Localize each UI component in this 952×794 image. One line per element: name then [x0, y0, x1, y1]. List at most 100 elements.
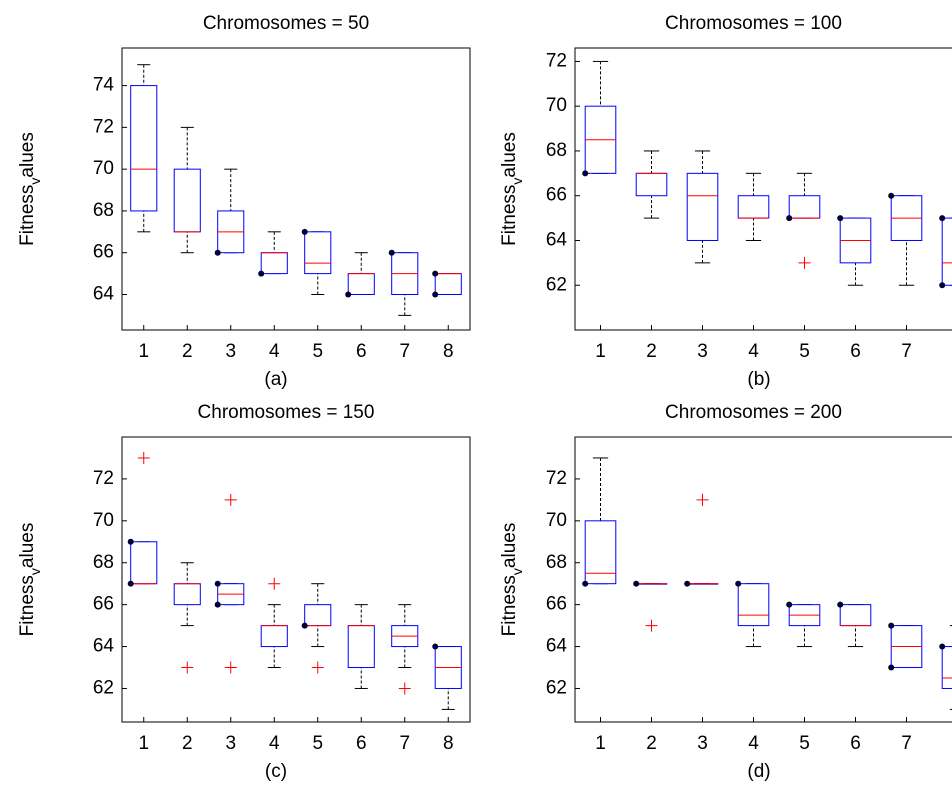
- dot: [939, 282, 946, 289]
- x-tick-label: 8: [443, 733, 454, 754]
- box: [839, 604, 872, 627]
- outlier: [181, 661, 194, 674]
- y-tick-label: 64: [93, 636, 115, 657]
- y-tick-label: 72: [93, 116, 114, 137]
- y-tick-label: 68: [93, 200, 114, 221]
- dot: [301, 228, 308, 235]
- x-tick-label: 3: [697, 341, 708, 362]
- x-tick-label: 6: [850, 341, 861, 362]
- x-tick-label: 7: [399, 341, 410, 362]
- x-tick-label: 5: [799, 733, 810, 754]
- y-axis-label-part: v: [27, 178, 43, 185]
- box: [173, 168, 201, 233]
- panel-title: Chromosomes = 100: [665, 13, 842, 34]
- dot: [888, 622, 895, 629]
- panel-caption: (a): [264, 369, 287, 390]
- box: [635, 172, 668, 197]
- x-tick-label: 1: [595, 733, 606, 754]
- panel-caption: (b): [747, 369, 770, 390]
- dot: [888, 664, 895, 671]
- box: [584, 520, 617, 585]
- x-tick-label: 2: [182, 341, 193, 362]
- x-tick-label: 1: [138, 341, 149, 362]
- x-tick-label: 6: [356, 341, 367, 362]
- x-tick-label: 2: [646, 733, 657, 754]
- x-tick-label: 1: [595, 341, 606, 362]
- dot: [214, 249, 221, 256]
- y-tick-label: 68: [546, 552, 567, 573]
- box: [304, 231, 332, 275]
- dot: [127, 580, 134, 587]
- y-tick-label: 70: [546, 95, 567, 116]
- box: [130, 85, 158, 212]
- y-tick-label: 66: [93, 594, 114, 615]
- axes-frame: [574, 436, 952, 723]
- y-axis-label-part: alues: [499, 523, 520, 568]
- y-axis-label: Fitnessvalues: [17, 132, 43, 246]
- axes-frame: [121, 436, 471, 723]
- x-tick-label: 8: [443, 341, 454, 362]
- panel-title: Chromosomes = 50: [203, 13, 369, 34]
- x-tick-label: 3: [225, 341, 236, 362]
- y-tick-label: 66: [93, 242, 114, 263]
- x-tick-label: 4: [748, 341, 759, 362]
- panel-title: Chromosomes = 200: [665, 402, 842, 423]
- x-tick-label: 7: [901, 733, 912, 754]
- y-tick-label: 70: [546, 510, 567, 531]
- box: [737, 195, 770, 219]
- x-tick-label: 4: [269, 341, 280, 362]
- y-axis-label-part: alues: [499, 132, 520, 177]
- outlier: [645, 619, 658, 632]
- outlier: [311, 661, 324, 674]
- dot: [684, 580, 691, 587]
- box: [686, 172, 719, 241]
- panel: Chromosomes = 200(d)Fitnessvalues6264666…: [499, 402, 952, 782]
- panel: Chromosomes = 100(b)Fitnessvalues6264666…: [499, 13, 952, 390]
- outlier: [224, 493, 237, 506]
- axes-frame: [121, 47, 471, 331]
- dot: [432, 291, 439, 298]
- x-tick-label: 2: [646, 341, 657, 362]
- y-axis-label-part: Fitness: [499, 185, 520, 246]
- dot: [258, 270, 265, 277]
- y-axis-label-part: Fitness: [17, 185, 38, 246]
- x-tick-label: 4: [269, 733, 280, 754]
- outlier: [696, 493, 709, 506]
- dot: [786, 215, 793, 222]
- y-tick-label: 62: [93, 677, 114, 698]
- box: [941, 217, 952, 286]
- x-tick-label: 5: [799, 341, 810, 362]
- dot: [388, 249, 395, 256]
- dot: [837, 215, 844, 222]
- dot: [888, 192, 895, 199]
- box: [788, 195, 821, 219]
- x-tick-label: 6: [850, 733, 861, 754]
- y-tick-label: 66: [546, 594, 567, 615]
- y-tick-label: 62: [546, 274, 567, 295]
- x-tick-label: 5: [312, 733, 323, 754]
- box: [347, 273, 375, 295]
- outlier: [224, 661, 237, 674]
- y-tick-label: 72: [546, 50, 567, 71]
- dot: [432, 270, 439, 277]
- y-tick-label: 70: [93, 510, 114, 531]
- dot: [345, 291, 352, 298]
- y-axis-label-part: v: [509, 178, 525, 185]
- outlier: [798, 256, 811, 269]
- x-tick-label: 4: [748, 733, 759, 754]
- y-axis-label: Fitnessvalues: [499, 523, 525, 637]
- box: [941, 646, 952, 689]
- y-tick-label: 70: [93, 158, 114, 179]
- y-tick-label: 68: [93, 552, 114, 573]
- x-tick-label: 5: [312, 341, 323, 362]
- y-axis-label-part: v: [27, 568, 43, 575]
- x-tick-label: 2: [182, 733, 193, 754]
- box: [737, 583, 770, 627]
- y-axis-label-part: alues: [17, 132, 38, 177]
- dot: [786, 601, 793, 608]
- x-tick-label: 1: [138, 733, 149, 754]
- dot: [939, 215, 946, 222]
- y-axis-label-part: alues: [17, 523, 38, 568]
- y-tick-label: 72: [546, 468, 567, 489]
- dot: [214, 601, 221, 608]
